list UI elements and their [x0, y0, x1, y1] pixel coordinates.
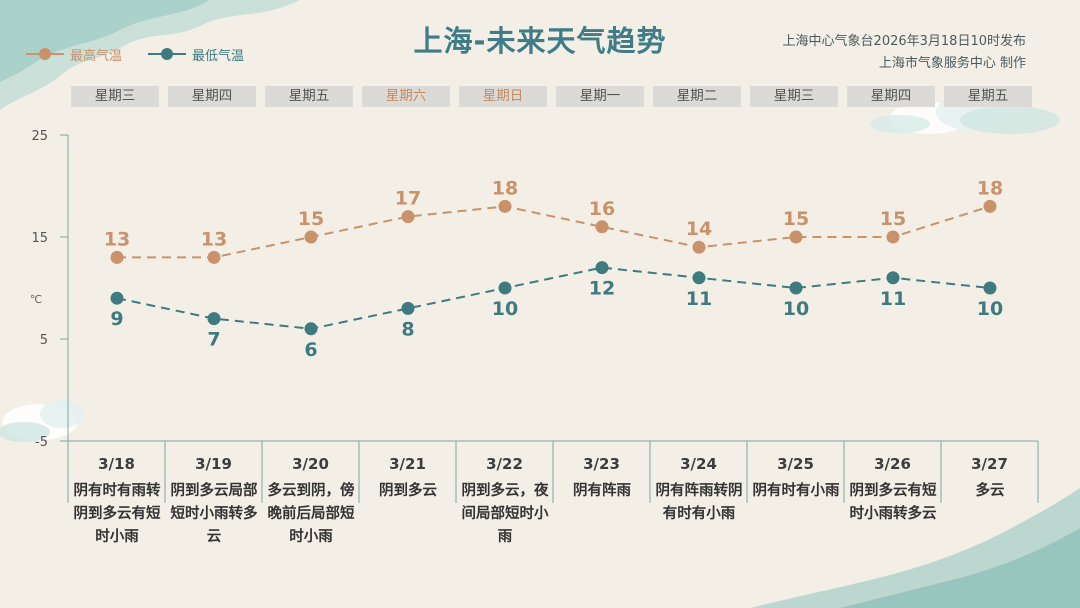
legend-high-label: 最高气温	[70, 49, 123, 64]
high-temperature-label: 15	[298, 208, 324, 230]
weekday-label: 星期四	[168, 86, 256, 107]
high-temperature-point	[789, 230, 803, 244]
day-description: 阴到多云有短时小雨转多云	[849, 483, 937, 522]
high-temperature-line	[117, 205, 991, 259]
low-temperature-label: 10	[783, 298, 809, 320]
day-description: 阴有阵雨	[573, 483, 631, 499]
day-description: 阴有阵雨转阴有时有小雨	[655, 483, 743, 522]
low-temperature-label: 10	[492, 298, 518, 320]
high-temperature-point	[886, 230, 900, 244]
legend-high: 最高气温	[24, 44, 134, 64]
high-temperature-label: 13	[104, 228, 130, 250]
high-temperature-point	[692, 240, 706, 254]
low-temperature-point	[304, 322, 318, 336]
forecast-table: 3/18 阴有时有雨转阴到多云有短时小雨 3/19 阴到多云局部短时小雨转多云 …	[68, 442, 1040, 545]
high-temperature-label: 14	[686, 218, 712, 240]
high-temperature-label: 15	[783, 208, 809, 230]
low-temperature-point	[886, 271, 900, 285]
high-temperature-label: 18	[492, 177, 518, 199]
high-temperature-point	[983, 199, 997, 213]
weekday-header-row: 星期三 星期四 星期五 星期六 星期日 星期一 星期二 星期三 星期四 星期五	[0, 86, 1080, 108]
weekday-label: 星期二	[653, 86, 741, 107]
low-temperature-label: 9	[110, 308, 123, 330]
high-temperature-label: 18	[977, 177, 1003, 199]
weekday-label: 星期三	[750, 86, 838, 107]
low-temperature-label: 11	[686, 288, 712, 310]
high-temperature-label: 16	[589, 198, 615, 220]
y-tick-label: 15	[31, 231, 48, 246]
weekday-label: 星期五	[944, 86, 1032, 107]
high-temperature-point	[498, 199, 512, 213]
weekday-label: 星期四	[847, 86, 935, 107]
day-description: 阴有时有雨转阴到多云有短时小雨	[73, 483, 161, 545]
low-temperature-point	[401, 301, 415, 315]
day-description: 阴到多云	[379, 483, 437, 499]
low-temperature-point	[110, 291, 124, 305]
y-tick-label: 25	[31, 129, 48, 144]
producer-info: 上海市气象服务中心 制作	[878, 56, 1026, 71]
high-temperature-label: 15	[880, 208, 906, 230]
high-temperature-point	[595, 220, 609, 234]
weekday-label: 星期日	[459, 86, 547, 107]
day-date: 3/21	[389, 455, 426, 473]
legend-low-label: 最低气温	[192, 49, 245, 64]
day-date: 3/19	[195, 455, 232, 473]
day-description: 阴有时有小雨	[752, 483, 840, 499]
day-date: 3/22	[486, 455, 523, 473]
low-temperature-line	[116, 266, 991, 330]
legend-high-marker-icon	[26, 48, 64, 60]
weekday-label: 星期三	[71, 86, 159, 107]
low-temperature-label: 7	[207, 329, 220, 351]
forecast-day: 3/26 阴到多云有短时小雨转多云	[844, 442, 941, 522]
high-temperature-point	[401, 210, 415, 224]
day-description: 阴到多云，夜间局部短时小雨	[461, 483, 549, 545]
low-temperature-point	[983, 281, 997, 295]
day-date: 3/20	[292, 455, 329, 473]
high-temperature-point	[207, 250, 221, 264]
forecast-day: 3/22 阴到多云，夜间局部短时小雨	[456, 442, 553, 545]
day-description: 多云到阴，傍晚前后局部短时小雨	[267, 483, 355, 545]
low-temperature-label: 11	[880, 288, 906, 310]
page-title: 上海-未来天气趋势	[413, 24, 667, 58]
low-temperature-point	[789, 281, 803, 295]
low-temperature-label: 10	[977, 298, 1003, 320]
publisher-info: 上海中心气象台2026年3月18日10时发布	[782, 34, 1026, 49]
forecast-day: 3/18 阴有时有雨转阴到多云有短时小雨	[68, 442, 165, 545]
forecast-day: 3/21 阴到多云	[359, 442, 456, 504]
low-temperature-label: 8	[401, 318, 414, 340]
forecast-day: 3/27 多云	[941, 442, 1038, 504]
day-date: 3/18	[98, 455, 135, 473]
day-description: 多云	[975, 483, 1005, 499]
low-temperature-point	[595, 261, 609, 275]
high-temperature-point	[304, 230, 318, 244]
y-tick-label: 5	[40, 333, 48, 348]
high-temperature-label: 13	[201, 228, 227, 250]
low-temperature-point	[207, 312, 221, 326]
legend-low: 最低气温	[146, 44, 256, 64]
forecast-day: 3/20 多云到阴，傍晚前后局部短时小雨	[262, 442, 359, 545]
day-date: 3/24	[680, 455, 717, 473]
high-temperature-point	[110, 250, 124, 264]
day-date: 3/23	[583, 455, 620, 473]
weekday-label: 星期六	[362, 86, 450, 107]
forecast-day: 3/19 阴到多云局部短时小雨转多云	[165, 442, 262, 545]
day-description: 阴到多云局部短时小雨转多云	[170, 483, 258, 545]
day-date: 3/26	[874, 455, 911, 473]
low-temperature-point	[692, 271, 706, 285]
y-tick-label: -5	[35, 435, 48, 450]
day-date: 3/27	[971, 455, 1008, 473]
weekday-label: 星期一	[556, 86, 644, 107]
legend-low-marker-icon	[148, 48, 186, 60]
day-date: 3/25	[777, 455, 814, 473]
high-temperature-label: 17	[395, 188, 421, 210]
forecast-day: 3/23 阴有阵雨	[553, 442, 650, 504]
low-temperature-label: 6	[304, 339, 317, 361]
low-temperature-point	[498, 281, 512, 295]
low-temperature-label: 12	[589, 278, 615, 300]
forecast-day: 3/24 阴有阵雨转阴有时有小雨	[650, 442, 747, 522]
y-axis-unit: ℃	[30, 293, 42, 306]
weekday-label: 星期五	[265, 86, 353, 107]
forecast-day: 3/25 阴有时有小雨	[747, 442, 844, 504]
